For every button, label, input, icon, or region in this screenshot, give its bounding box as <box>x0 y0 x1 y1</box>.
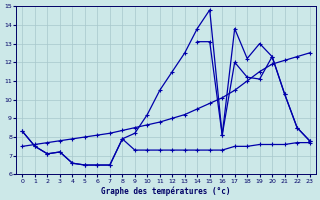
X-axis label: Graphe des températures (°c): Graphe des températures (°c) <box>101 186 231 196</box>
